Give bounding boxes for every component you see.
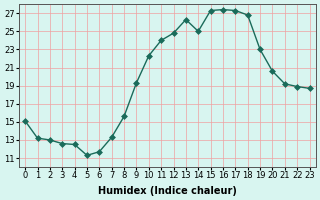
X-axis label: Humidex (Indice chaleur): Humidex (Indice chaleur) [98,186,237,196]
